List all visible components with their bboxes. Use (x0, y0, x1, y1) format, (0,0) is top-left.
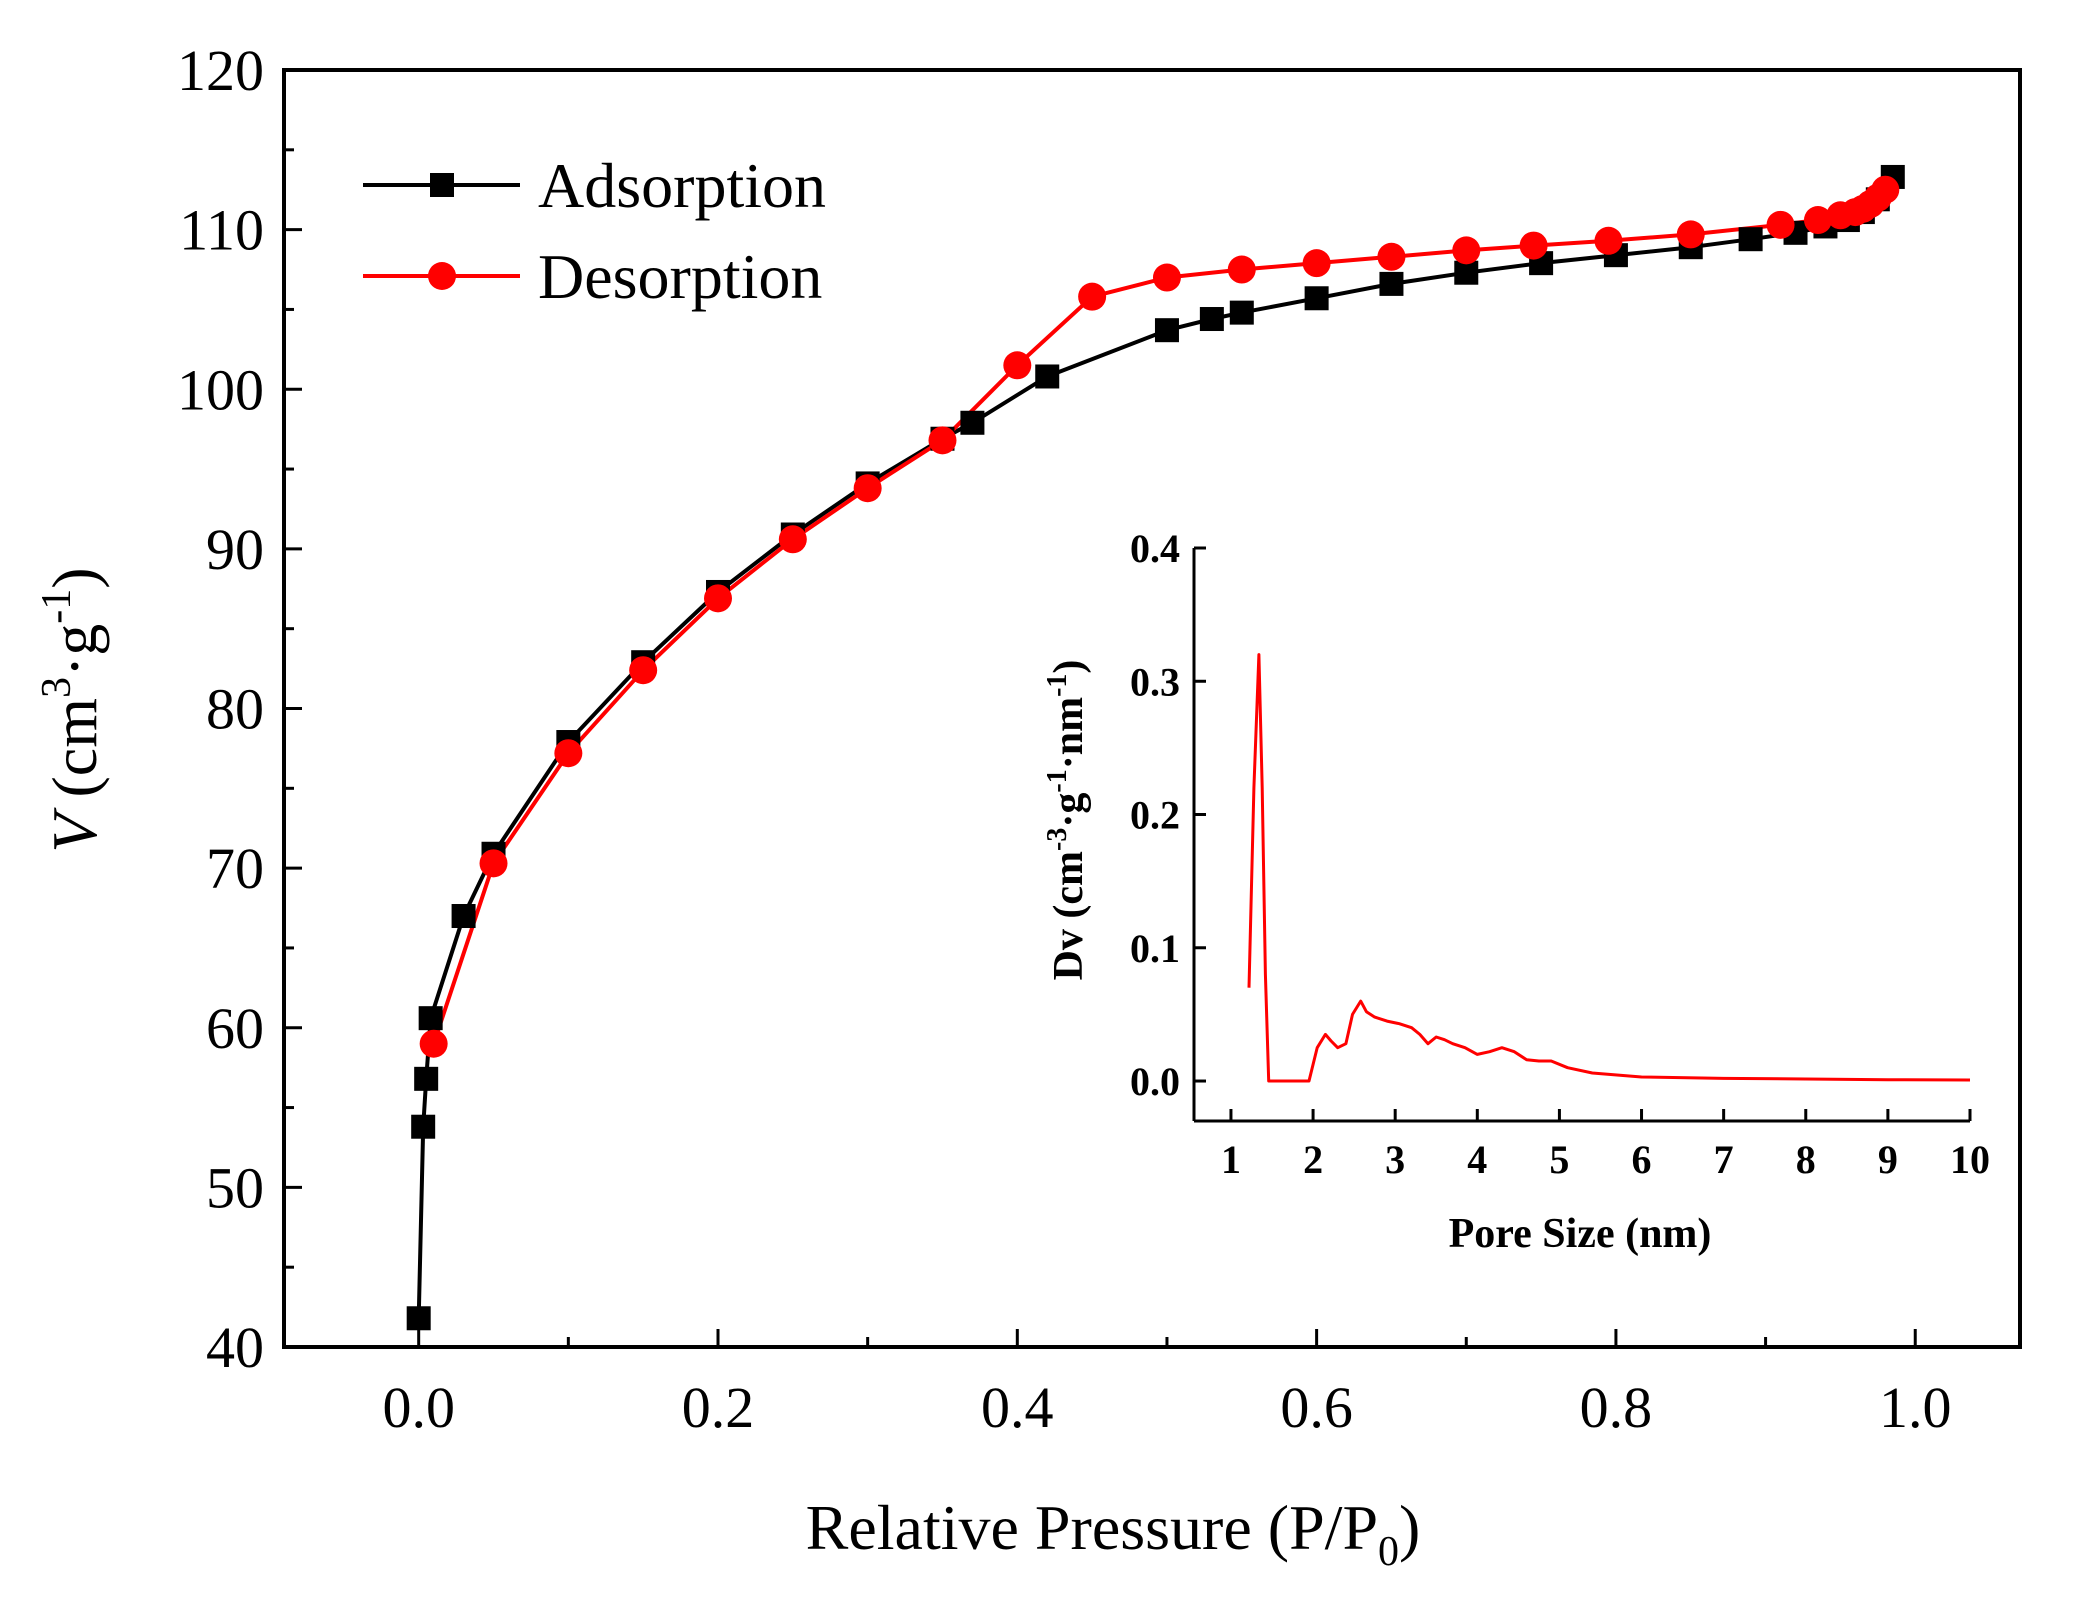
main-y-tick-label: 80 (206, 677, 264, 742)
inset-x-tick-label: 7 (1714, 1137, 1734, 1182)
inset-x-tick-label: 5 (1549, 1137, 1569, 1182)
main-y-tick-label: 110 (179, 198, 264, 263)
main-legend: Adsorption Desorption (363, 150, 826, 312)
main-series-layer (406, 164, 1905, 1331)
desorption-data-point (1594, 226, 1623, 255)
inset-x-tick-label: 9 (1878, 1137, 1898, 1182)
desorption-data-point (1302, 249, 1331, 278)
desorption-data-point (704, 584, 732, 613)
legend-adsorption-marker (430, 173, 454, 197)
inset-x-tick-label: 1 (1221, 1137, 1241, 1182)
main-x-tick-label: 0.6 (1280, 1375, 1353, 1440)
desorption-data-point (1152, 263, 1181, 292)
desorption-data-point (1519, 231, 1548, 260)
desorption-data-point (928, 426, 957, 455)
inset-y-tick-label: 0.4 (1130, 526, 1180, 571)
main-x-tick-label: 1.0 (1879, 1375, 1952, 1440)
main-y-axis-label: V (cm3·g-1) (34, 567, 110, 852)
inset-x-tick-label: 3 (1385, 1137, 1405, 1182)
legend-desorption-label: Desorption (538, 241, 822, 312)
inset-x-tick-label: 8 (1796, 1137, 1816, 1182)
main-x-tick-label: 0.8 (1580, 1375, 1653, 1440)
desorption-data-point (1227, 255, 1256, 284)
main-chart: 0.0 0.2 0.4 0.6 0.8 1.0 405060708090100110120… (34, 38, 2022, 1575)
inset-x-axis-label: Pore Size (nm) (1449, 1211, 1712, 1257)
inset-x-tick-label: 2 (1303, 1137, 1323, 1182)
inset-y-tick-label: 0.2 (1130, 793, 1180, 838)
desorption-data-point (1003, 351, 1032, 380)
desorption-data-point (1766, 210, 1795, 239)
main-y-tick-label: 70 (206, 836, 264, 901)
adsorption-data-point (1229, 300, 1254, 325)
inset-x-tick-label: 10 (1950, 1137, 1990, 1182)
adsorption-data-point (414, 1066, 439, 1091)
inset-y-axis-label: Dv (cm-3·g-1·nm-1) (1042, 660, 1092, 981)
adsorption-data-point (1199, 307, 1224, 332)
desorption-data-point (1452, 236, 1481, 265)
legend-desorption-marker (428, 262, 456, 290)
main-x-tick-label: 0.4 (981, 1375, 1054, 1440)
main-y-tick-label: 40 (206, 1315, 264, 1380)
adsorption-data-point (451, 904, 476, 929)
adsorption-data-point (1304, 286, 1329, 311)
inset-x-axis-ticks: 1 2 3 4 5 6 7 8 9 10 (1221, 1109, 1990, 1182)
desorption-data-point (1078, 282, 1107, 311)
desorption-data-point (1377, 242, 1406, 271)
desorption-data-point (479, 849, 508, 878)
adsorption-data-point (418, 1006, 443, 1031)
adsorption-data-point (960, 410, 985, 435)
adsorption-data-point (1454, 260, 1479, 285)
adsorption-data-point (406, 1306, 431, 1331)
desorption-data-point (554, 739, 583, 768)
desorption-data-point (629, 656, 658, 685)
main-y-tick-label: 50 (206, 1155, 264, 1220)
adsorption-data-point (1738, 227, 1763, 252)
main-y-tick-label: 60 (206, 996, 264, 1061)
adsorption-data-point (1379, 271, 1404, 296)
inset-y-axis-ticks: 0.0 0.1 0.2 0.3 0.4 (1130, 526, 1206, 1104)
main-y-tick-label: 90 (206, 517, 264, 582)
main-y-tick-label: 120 (177, 38, 264, 103)
desorption-data-point (419, 1029, 448, 1058)
desorption-data-point (1871, 175, 1900, 204)
adsorption-data-point (411, 1114, 436, 1139)
desorption-data-point (778, 525, 807, 554)
inset-dv-series-line (1247, 653, 1971, 1083)
inset-pore-size-chart: 1 2 3 4 5 6 7 8 9 10 0.0 0.1 0.2 0.3 0.4 Pore Size (n… (1042, 526, 1990, 1257)
desorption-data-point (1676, 220, 1705, 249)
legend-adsorption-label: Adsorption (538, 150, 826, 221)
desorption-data-point (1803, 206, 1832, 235)
main-x-tick-label: 0.2 (682, 1375, 755, 1440)
inset-y-tick-label: 0.3 (1130, 659, 1180, 704)
inset-x-tick-label: 6 (1632, 1137, 1652, 1182)
adsorption-data-point (1154, 318, 1179, 343)
legend-entry-desorption: Desorption (363, 241, 822, 312)
desorption-data-point (853, 474, 882, 503)
main-x-axis-label: Relative Pressure (P/P0) (806, 1492, 1421, 1575)
main-y-axis-ticks: 40 50 60 70 80 90 100 110 120 (177, 38, 302, 1380)
adsorption-data-point (1035, 364, 1060, 389)
main-x-tick-label: 0.0 (382, 1375, 455, 1440)
inset-x-tick-label: 4 (1467, 1137, 1487, 1182)
inset-series-layer (1247, 653, 1971, 1083)
legend-entry-adsorption: Adsorption (363, 150, 826, 221)
main-y-tick-label: 100 (177, 357, 264, 422)
inset-y-tick-label: 0.1 (1130, 926, 1180, 971)
inset-y-tick-label: 0.0 (1130, 1059, 1180, 1104)
main-x-axis-ticks: 0.0 0.2 0.4 0.6 0.8 1.0 (382, 1329, 1951, 1440)
